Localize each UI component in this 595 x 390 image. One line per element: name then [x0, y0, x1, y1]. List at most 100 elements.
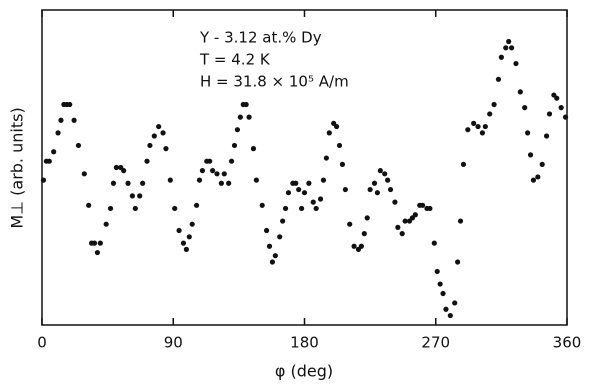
annotation: T = 4.2 K — [199, 51, 271, 69]
point — [320, 177, 327, 183]
point — [326, 130, 332, 136]
point — [479, 130, 486, 136]
point — [530, 177, 537, 183]
point — [189, 221, 195, 227]
point — [452, 300, 458, 306]
point — [543, 133, 550, 139]
annotation: H = 31.8 × 10⁵ A/m — [200, 73, 349, 91]
point — [431, 240, 437, 246]
point — [323, 155, 329, 161]
point — [558, 105, 564, 111]
point — [183, 246, 189, 252]
point — [231, 142, 238, 149]
point — [371, 180, 378, 186]
x-axis-label: φ (deg) — [275, 362, 333, 381]
point — [487, 111, 493, 117]
point — [246, 114, 252, 120]
point — [58, 117, 64, 123]
point — [199, 168, 206, 174]
point — [107, 205, 114, 212]
point — [347, 221, 353, 227]
point — [172, 205, 178, 212]
point — [180, 240, 187, 246]
point — [392, 199, 398, 205]
point — [339, 161, 346, 167]
point — [317, 196, 324, 202]
point — [210, 168, 216, 174]
point — [562, 114, 569, 120]
point — [351, 243, 357, 249]
point — [336, 142, 343, 149]
point — [156, 123, 162, 130]
point — [253, 177, 259, 183]
point — [55, 130, 61, 136]
point — [46, 158, 52, 164]
point — [367, 186, 373, 193]
point — [306, 180, 312, 186]
point — [475, 123, 481, 130]
point — [67, 101, 73, 108]
point — [160, 130, 166, 136]
point — [71, 117, 77, 123]
point — [132, 205, 138, 212]
point — [129, 193, 136, 199]
point — [97, 240, 103, 246]
point — [147, 142, 153, 149]
point — [266, 243, 273, 249]
point — [263, 227, 270, 234]
point — [91, 240, 98, 246]
point — [250, 146, 257, 152]
point — [361, 231, 367, 237]
point — [277, 234, 283, 240]
point — [420, 202, 426, 208]
point — [374, 190, 381, 196]
point — [333, 123, 340, 130]
point — [103, 221, 109, 227]
point — [237, 114, 243, 120]
point — [495, 76, 502, 82]
point — [385, 177, 391, 183]
point — [221, 171, 227, 177]
point — [395, 224, 401, 230]
point — [539, 161, 545, 167]
point — [443, 306, 449, 312]
point — [440, 290, 446, 297]
point — [513, 60, 519, 67]
point — [86, 202, 92, 208]
x-tick-label: 90 — [164, 334, 183, 352]
point — [527, 152, 534, 158]
point — [193, 202, 200, 208]
point — [506, 38, 512, 45]
point — [342, 186, 348, 193]
x-tick-label: 360 — [553, 334, 582, 352]
point — [140, 180, 146, 186]
point — [482, 123, 488, 130]
point — [522, 105, 528, 111]
point — [137, 193, 143, 199]
point — [259, 202, 265, 208]
point — [226, 180, 232, 186]
point — [207, 158, 213, 164]
point — [491, 101, 497, 108]
point — [51, 149, 57, 155]
point — [296, 186, 302, 193]
point — [272, 253, 278, 259]
point — [110, 180, 117, 186]
point — [412, 212, 418, 218]
point — [186, 234, 192, 240]
point — [434, 268, 440, 275]
point — [517, 89, 523, 95]
x-tick-label: 270 — [421, 334, 450, 352]
point — [364, 215, 370, 221]
point — [503, 45, 509, 51]
point — [298, 205, 305, 212]
y-axis-label: M⊥ (arb. units) — [8, 107, 27, 228]
point — [471, 120, 477, 126]
point — [455, 259, 461, 265]
point — [113, 164, 119, 171]
point — [144, 158, 150, 164]
point — [218, 180, 224, 186]
point — [293, 180, 299, 186]
point — [280, 218, 286, 224]
point — [402, 218, 408, 224]
